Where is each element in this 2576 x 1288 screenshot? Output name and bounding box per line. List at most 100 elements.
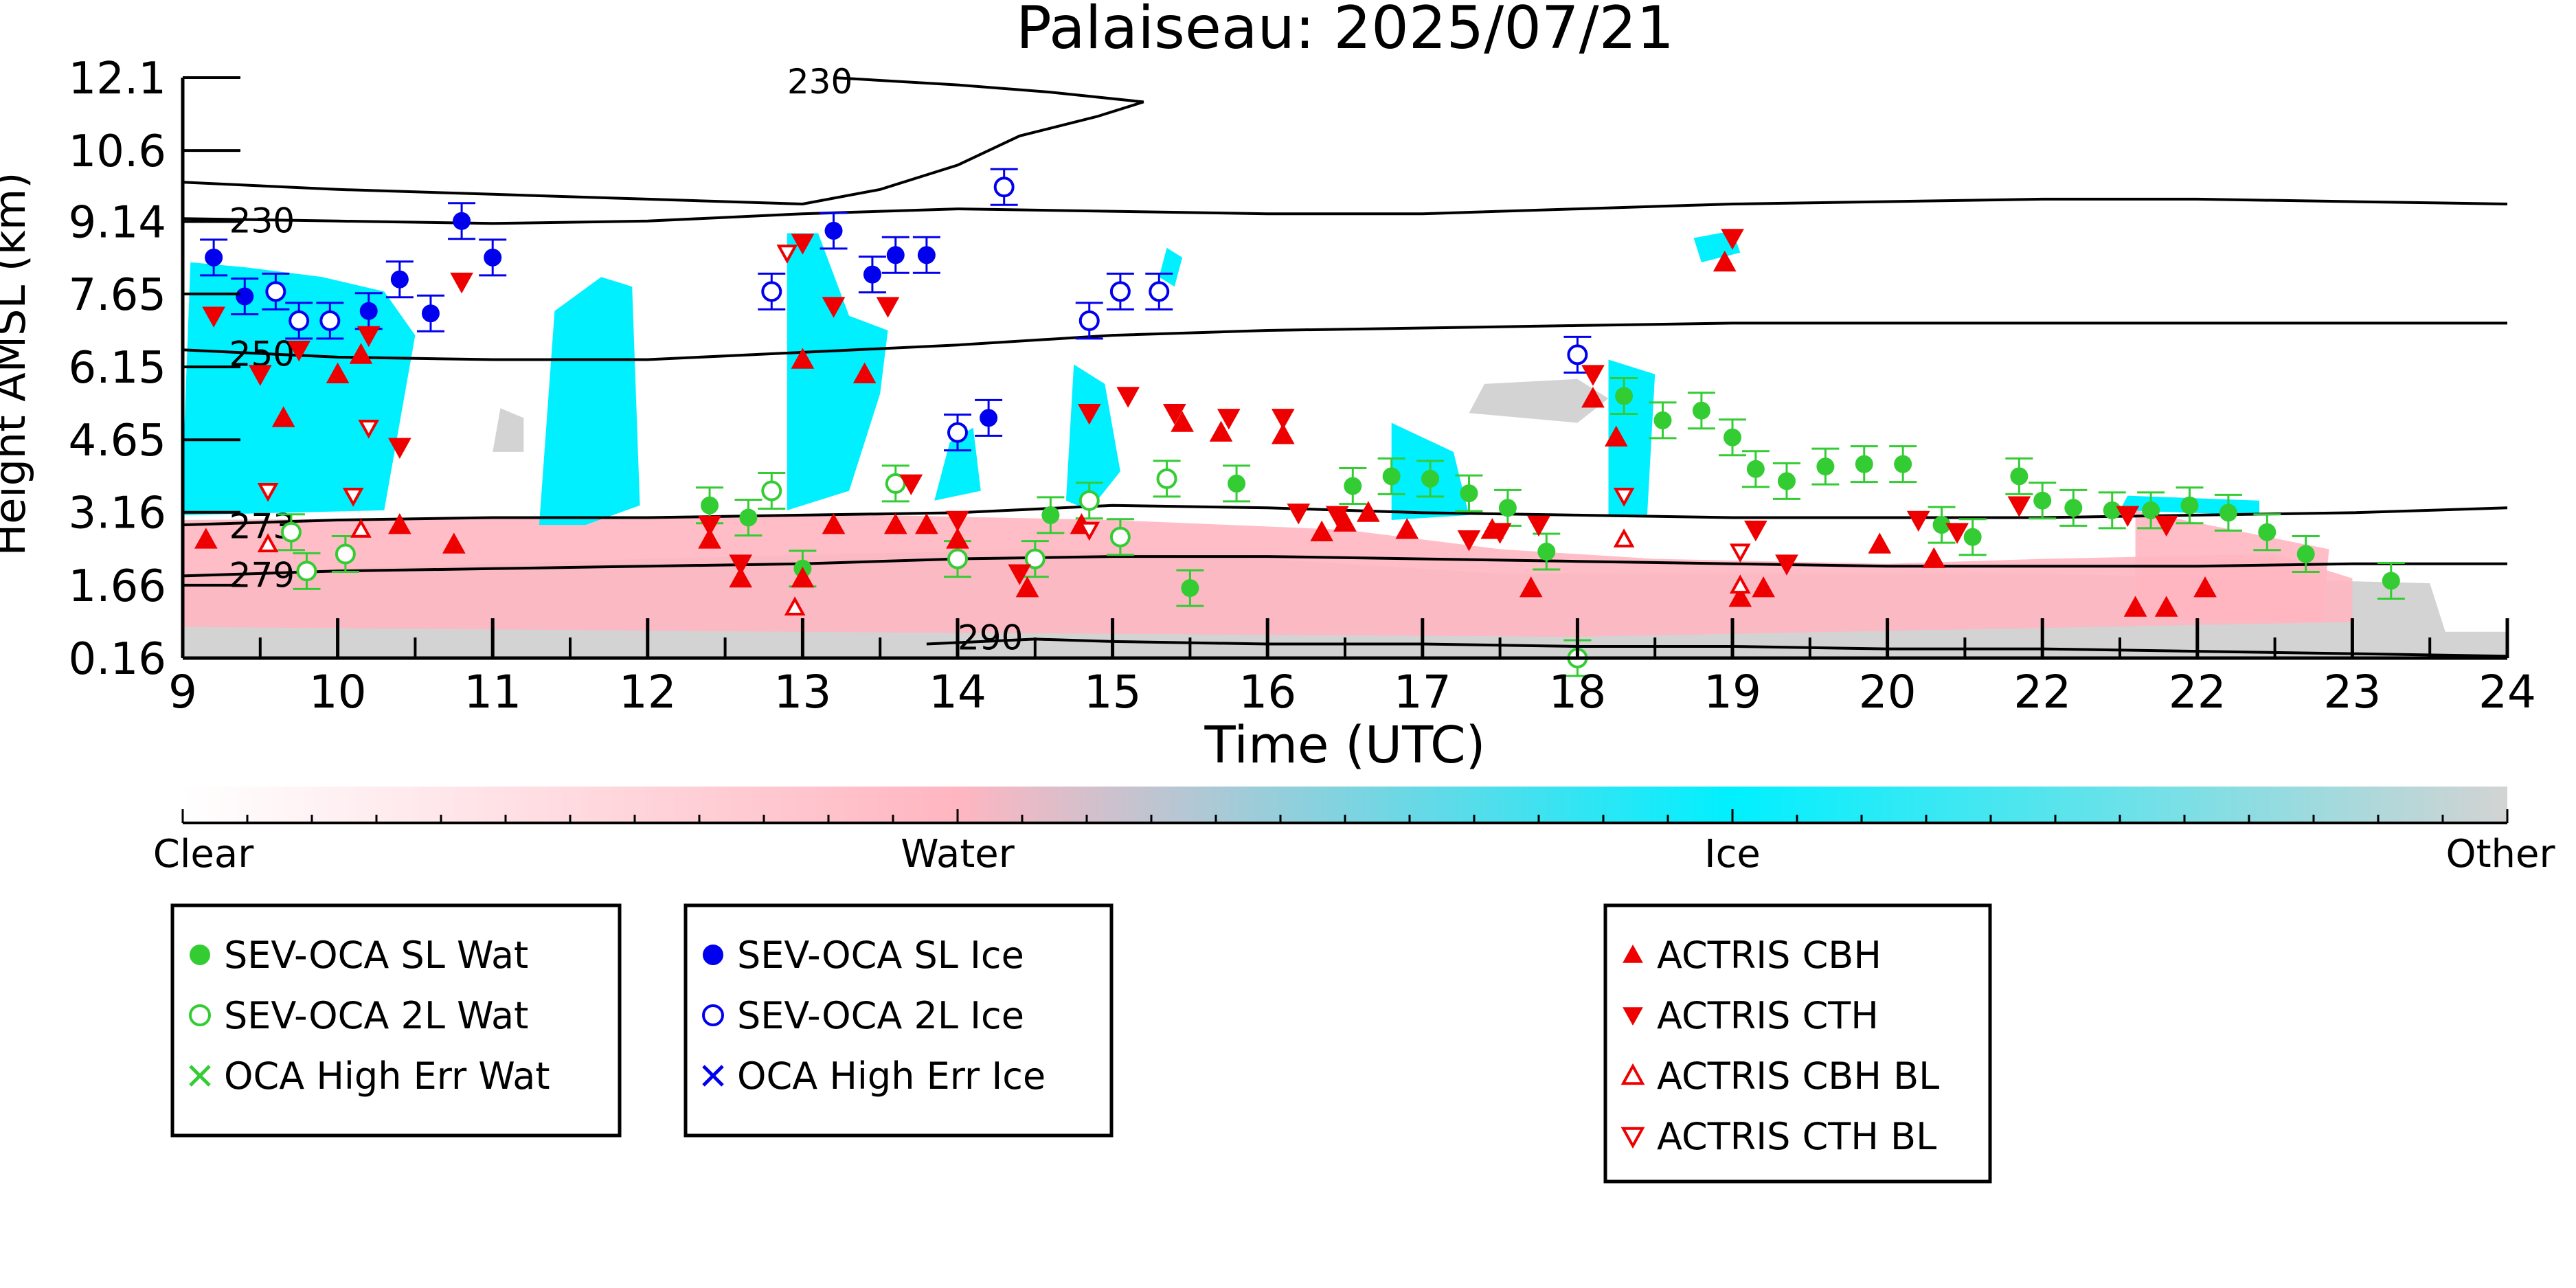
marker-sev-oca-sl-wat xyxy=(1692,401,1710,420)
marker-sev-oca-sl-wat xyxy=(1460,484,1478,503)
marker-sev-oca-2l-ice xyxy=(1149,281,1170,302)
x-tick-label: 11 xyxy=(464,666,521,719)
marker-sev-oca-sl-wat xyxy=(2064,499,2083,517)
marker-sev-oca-2l-wat xyxy=(335,543,356,565)
marker-actris-cbh-bl xyxy=(257,533,279,552)
marker-actris-cbh xyxy=(1310,520,1334,542)
legend-box xyxy=(1603,903,1992,1184)
x-axis-label: Time (UTC) xyxy=(1204,716,1485,775)
x-tick-label: 22 xyxy=(2013,666,2071,719)
marker-actris-cbh xyxy=(1581,387,1605,408)
marker-sev-oca-sl-ice xyxy=(421,304,440,323)
marker-sev-oca-sl-ice xyxy=(205,248,223,267)
cloud-region-water xyxy=(183,515,2353,637)
marker-sev-oca-2l-ice xyxy=(947,422,968,443)
marker-actris-cbh xyxy=(194,528,218,549)
marker-actris-cbh xyxy=(1171,411,1194,432)
marker-actris-cbh xyxy=(2123,596,2147,617)
marker-sev-oca-sl-wat xyxy=(2010,467,2029,486)
marker-actris-cbh xyxy=(1713,250,1737,272)
x-tick-label: 22 xyxy=(2169,666,2226,719)
marker-actris-cbh xyxy=(1604,425,1628,447)
marker-actris-cth-bl xyxy=(1613,488,1635,507)
marker-actris-cth xyxy=(1775,554,1798,576)
marker-sev-oca-sl-wat xyxy=(1816,457,1835,476)
marker-sev-oca-sl-ice xyxy=(359,302,378,320)
marker-actris-cth xyxy=(698,515,721,537)
contour-label: 290 xyxy=(958,618,1023,658)
legend-entry-label: SEV-OCA SL Wat xyxy=(224,934,528,977)
marker-actris-cbh xyxy=(698,528,721,549)
marker-actris-cbh-bl xyxy=(1613,528,1635,547)
marker-sev-oca-sl-wat xyxy=(2103,501,2121,519)
legend-entry-label: SEV-OCA 2L Wat xyxy=(224,994,528,1037)
marker-actris-cbh xyxy=(326,362,350,384)
marker-actris-cth xyxy=(946,510,969,532)
marker-actris-cth xyxy=(822,297,846,318)
y-tick-label: 1.66 xyxy=(69,561,167,612)
marker-actris-cth-bl xyxy=(1078,521,1100,541)
marker-sev-oca-sl-wat xyxy=(1537,543,1556,561)
marker-sev-oca-2l-wat xyxy=(1156,468,1177,489)
marker-sev-oca-2l-wat xyxy=(1024,548,1046,569)
marker-sev-oca-sl-ice xyxy=(824,221,843,240)
marker-actris-cbh xyxy=(1922,547,1946,568)
colorbar-label: Water xyxy=(901,832,1015,877)
marker-actris-cth xyxy=(729,554,753,576)
marker-sev-oca-sl-wat xyxy=(1382,467,1401,486)
marker-sev-oca-2l-wat xyxy=(947,548,968,569)
marker-actris-cth xyxy=(1077,404,1101,425)
marker-sev-oca-2l-wat xyxy=(296,561,317,582)
legend-box xyxy=(683,903,1114,1138)
contour-line xyxy=(182,321,2507,361)
legend-entry-label: ACTRIS CBH BL xyxy=(1657,1054,1939,1098)
marker-actris-cbh xyxy=(1868,532,1892,554)
marker-sev-oca-sl-ice xyxy=(484,248,502,267)
x-tick-label: 18 xyxy=(1548,666,1606,719)
marker-sev-oca-sl-wat xyxy=(1932,516,1951,534)
legend-entry-label: ACTRIS CBH xyxy=(1657,934,1882,977)
marker-actris-cth xyxy=(899,474,923,495)
marker-actris-cth xyxy=(248,365,272,386)
marker-actris-cbh xyxy=(791,348,815,369)
marker-sev-oca-2l-ice xyxy=(1567,344,1588,365)
marker-sev-oca-sl-wat xyxy=(1653,411,1672,429)
marker-sev-oca-sl-wat xyxy=(1041,506,1060,524)
legend-marker xyxy=(1623,1007,1643,1026)
y-axis-label: Height AMSL (km) xyxy=(0,172,35,556)
colorbar-label: Ice xyxy=(1704,832,1761,877)
marker-sev-oca-2l-wat xyxy=(761,480,782,501)
marker-actris-cbh-bl xyxy=(350,519,372,538)
cloud-region-ice xyxy=(1065,364,1120,510)
marker-sev-oca-2l-ice xyxy=(289,310,310,331)
marker-sev-oca-sl-wat xyxy=(1963,528,1982,546)
marker-actris-cth xyxy=(1581,365,1605,386)
marker-sev-oca-sl-wat xyxy=(2142,501,2160,519)
legend-entry-label: OCA High Err Wat xyxy=(224,1054,550,1098)
legend-entry-label: OCA High Err Ice xyxy=(737,1054,1046,1098)
legend-marker xyxy=(1620,1063,1645,1085)
marker-sev-oca-2l-ice xyxy=(1078,310,1100,331)
marker-actris-cbh xyxy=(1519,576,1543,598)
x-tick-label: 14 xyxy=(929,666,986,719)
marker-sev-oca-2l-ice xyxy=(1109,281,1131,302)
marker-actris-cth-bl xyxy=(257,482,279,502)
x-tick-label: 9 xyxy=(168,666,197,719)
marker-actris-cth-bl xyxy=(358,419,380,439)
marker-sev-oca-sl-wat xyxy=(1615,387,1634,405)
marker-actris-cth xyxy=(2007,496,2031,517)
x-tick-label: 17 xyxy=(1394,666,1451,719)
marker-actris-cbh xyxy=(1209,420,1233,442)
marker-actris-cbh xyxy=(1395,518,1419,539)
marker-actris-cth xyxy=(2116,506,2140,527)
x-tick-label: 20 xyxy=(1859,666,1917,719)
marker-actris-cth xyxy=(387,438,411,459)
marker-actris-cbh xyxy=(271,406,295,427)
marker-actris-cth xyxy=(357,326,381,348)
x-tick-label: 13 xyxy=(773,666,831,719)
marker-actris-cth xyxy=(1527,515,1550,537)
x-tick-label: 24 xyxy=(2478,666,2536,719)
marker-actris-cth xyxy=(1287,504,1311,525)
colorbar-label: Clear xyxy=(153,832,254,877)
legend-box xyxy=(170,903,622,1138)
